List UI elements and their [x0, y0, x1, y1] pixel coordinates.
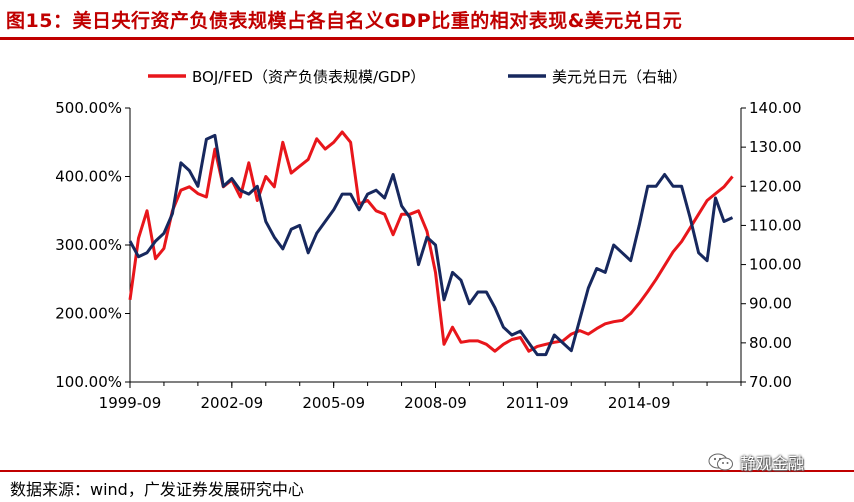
source-note: 数据来源：wind，广发证券发展研究中心 — [10, 480, 304, 499]
x-tick-label: 1999-09 — [99, 394, 162, 412]
wechat-icon — [708, 452, 734, 472]
x-tick-label: 2014-09 — [608, 394, 671, 412]
x-tick-label: 2011-09 — [506, 394, 569, 412]
y-left-tick-label: 500.00% — [55, 99, 122, 117]
y-right-tick-label: 140.00 — [749, 99, 802, 117]
chart-lines — [128, 130, 734, 357]
watermark: 静观金融 — [708, 450, 804, 474]
y-left-tick-label: 100.00% — [55, 373, 122, 391]
legend: BOJ/FED（资产负债表规模/GDP） 美元兑日元（右轴） — [148, 68, 687, 86]
legend-label-2: 美元兑日元（右轴） — [552, 68, 687, 86]
y-right-tick-label: 70.00 — [749, 373, 792, 391]
chart-title: 图15：美日央行资产负债表规模占各自名义GDP比重的相对表现&美元兑日元 — [6, 10, 683, 32]
title-bar: 图15：美日央行资产负债表规模占各自名义GDP比重的相对表现&美元兑日元 — [0, 0, 854, 40]
chart-axes: 100.00% 200.00% 300.00% 400.00% 500.00% 70.00… — [55, 99, 801, 412]
y-right-tick-label: 120.00 — [749, 177, 802, 195]
legend-label-1: BOJ/FED（资产负债表规模/GDP） — [192, 68, 425, 86]
y-left-tick-label: 300.00% — [55, 236, 122, 254]
y-right-tick-label: 90.00 — [749, 295, 792, 313]
y-right-tick-label: 100.00 — [749, 256, 802, 274]
x-tick-label: 2005-09 — [302, 394, 365, 412]
y-right-tick-label: 80.00 — [749, 334, 792, 352]
y-right-tick-label: 130.00 — [749, 138, 802, 156]
y-left-tick-label: 400.00% — [55, 168, 122, 186]
footer-rule — [0, 470, 854, 472]
series-line-2 — [128, 133, 734, 357]
chart: BOJ/FED（资产负债表规模/GDP） 美元兑日元（右轴） 100.00% 200… — [55, 68, 801, 412]
y-right-tick-label: 110.00 — [749, 216, 802, 234]
x-tick-label: 2002-09 — [200, 394, 263, 412]
y-left-tick-label: 200.00% — [55, 305, 122, 323]
x-tick-label: 2008-09 — [404, 394, 467, 412]
watermark-text: 静观金融 — [740, 454, 805, 473]
